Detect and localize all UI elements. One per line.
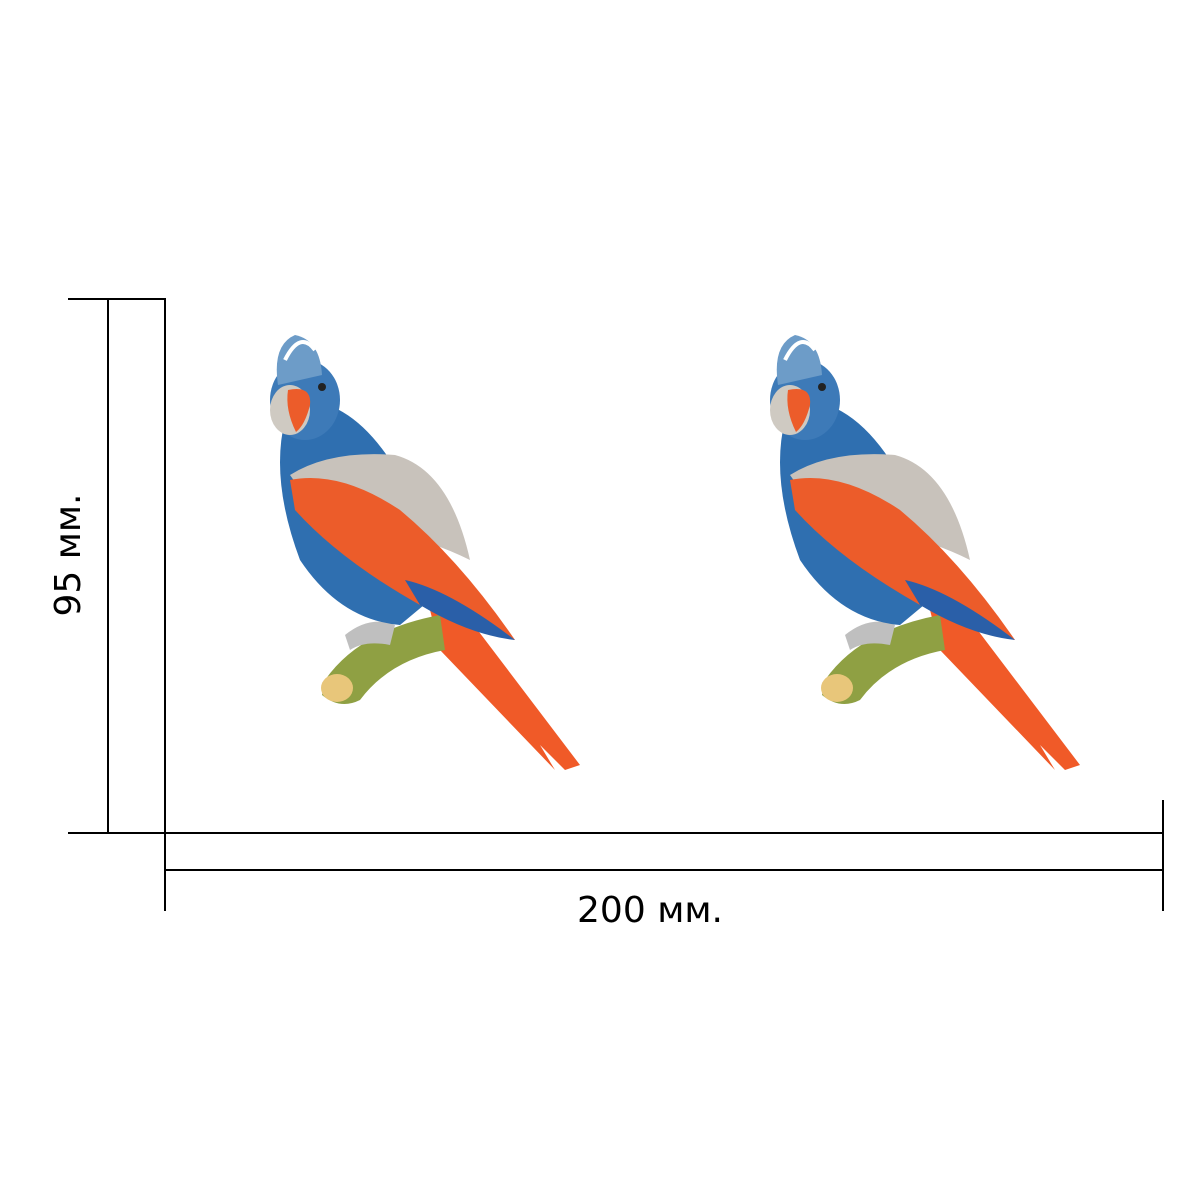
parrot-illustration [268,333,582,772]
height-label: 95 мм. [48,493,89,616]
parrot-illustration [768,333,1082,772]
width-label: 200 мм. [577,890,723,931]
